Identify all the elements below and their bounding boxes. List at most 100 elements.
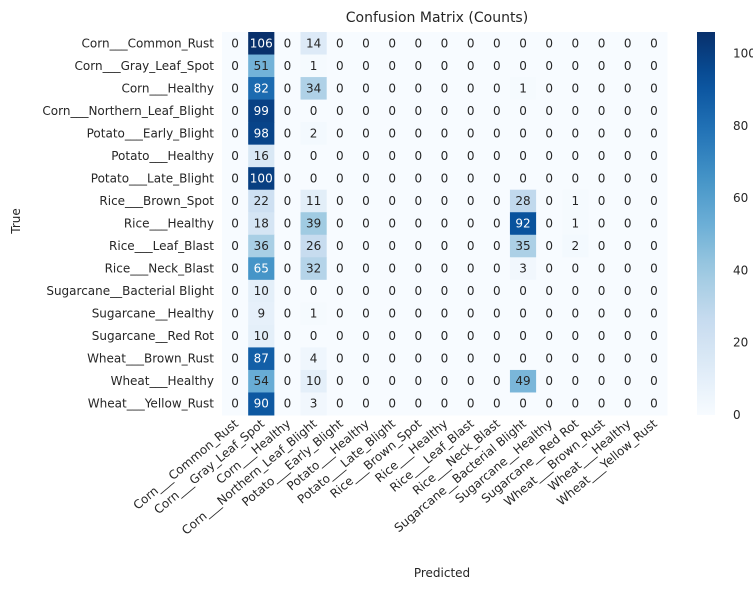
cell-value-label: 0 [493, 171, 501, 185]
heatmap-cell [431, 122, 459, 146]
cell-value-label: 0 [388, 374, 396, 388]
cell-value-label: 0 [624, 59, 632, 73]
heatmap-cell [248, 369, 275, 393]
cell-value-label: 0 [231, 374, 239, 388]
cell-value-label: 0 [493, 284, 501, 298]
heatmap-cell [483, 392, 511, 416]
heatmap-cell [588, 279, 616, 303]
heatmap-cell [457, 122, 485, 146]
cell-value-label: 1 [310, 59, 318, 73]
cell-value-label: 0 [388, 104, 396, 118]
y-tick-label: Rice___Healthy [124, 217, 214, 231]
y-tick-labels: Corn___Common_Rust Corn___Gray_Leaf_Spot C… [42, 36, 214, 410]
heatmap-cell [483, 189, 511, 213]
cell-value-label: 0 [310, 284, 318, 298]
heatmap-cell [431, 234, 459, 258]
heatmap-cell [640, 144, 668, 168]
cell-value-label: 0 [545, 217, 553, 231]
heatmap-cell [405, 392, 432, 416]
heatmap-cell [536, 77, 563, 101]
cell-value-label: 0 [467, 194, 475, 208]
heatmap-cell [379, 324, 406, 348]
heatmap-cell [509, 122, 537, 146]
cell-value-label: 0 [467, 329, 475, 343]
cell-value-label: 0 [493, 217, 501, 231]
heatmap-cell [326, 212, 354, 236]
heatmap-cell [562, 302, 589, 326]
cell-value-label: 0 [519, 307, 527, 321]
cell-value-label: 10 [254, 329, 269, 343]
heatmap-cell [640, 392, 668, 416]
heatmap-cell [431, 54, 459, 78]
heatmap-cell [248, 324, 275, 348]
cell-value-label: 0 [388, 307, 396, 321]
heatmap-cell [326, 77, 354, 101]
heatmap-cell [431, 302, 459, 326]
heatmap-cell [614, 212, 642, 236]
cell-value-label: 0 [415, 36, 423, 50]
cell-value-label: 0 [572, 352, 580, 366]
heatmap-cell [222, 347, 249, 371]
cell-value-label: 0 [572, 126, 580, 140]
heatmap-cell [588, 302, 616, 326]
heatmap-cell [614, 257, 642, 281]
cell-value-label: 0 [598, 397, 606, 411]
heatmap-cell [457, 324, 485, 348]
cell-value-label: 0 [231, 194, 239, 208]
cell-value-label: 16 [254, 149, 269, 163]
cell-value-label: 0 [362, 194, 370, 208]
heatmap-cell [405, 77, 432, 101]
heatmap-cell [274, 347, 302, 371]
cell-value-label: 0 [624, 307, 632, 321]
heatmap-cell [326, 144, 354, 168]
heatmap-cell [614, 392, 642, 416]
cell-value-label: 0 [493, 397, 501, 411]
heatmap-cell [457, 257, 485, 281]
cell-value-label: 0 [545, 59, 553, 73]
heatmap-cell [379, 234, 406, 258]
cell-value-label: 0 [467, 284, 475, 298]
cell-value-label: 0 [545, 36, 553, 50]
cell-value-label: 18 [254, 217, 269, 231]
cell-value-label: 0 [231, 217, 239, 231]
heatmap-cell [562, 347, 589, 371]
heatmap-cell [248, 189, 275, 213]
heatmap-cell [222, 144, 249, 168]
heatmap-cell [405, 144, 432, 168]
cell-value-label: 0 [362, 104, 370, 118]
cell-value-label: 0 [493, 374, 501, 388]
cell-value-label: 0 [467, 171, 475, 185]
heatmap-cell [536, 54, 563, 78]
cell-value-label: 0 [362, 329, 370, 343]
heatmap-cell [562, 122, 589, 146]
cell-value-label: 0 [467, 262, 475, 276]
cell-value-label: 0 [598, 149, 606, 163]
heatmap-cell [222, 99, 249, 123]
cell-value-label: 0 [441, 194, 449, 208]
cell-value-label: 0 [545, 307, 553, 321]
heatmap-cell [300, 392, 328, 416]
heatmap-cell [588, 77, 616, 101]
heatmap-cell [536, 324, 563, 348]
cell-value-label: 0 [545, 284, 553, 298]
cell-value-label: 0 [362, 374, 370, 388]
heatmap-cell [640, 32, 668, 56]
heatmap-cell [379, 369, 406, 393]
heatmap-cell [405, 167, 432, 191]
cell-value-label: 0 [231, 307, 239, 321]
cell-value-label: 0 [362, 262, 370, 276]
cell-value-label: 0 [415, 239, 423, 253]
heatmap-cell [274, 167, 302, 191]
cell-value-label: 0 [415, 217, 423, 231]
y-tick-label: Potato___Late_Blight [91, 171, 215, 185]
chart-title: Confusion Matrix (Counts) [346, 10, 528, 26]
cell-value-label: 35 [515, 239, 530, 253]
heatmap-cell [536, 302, 563, 326]
cell-value-label: 0 [388, 352, 396, 366]
heatmap-cell [431, 32, 459, 56]
heatmap-cell [222, 279, 249, 303]
cell-value-label: 11 [306, 194, 321, 208]
y-tick-label: Rice___Neck_Blast [105, 262, 215, 276]
cell-value-label: 0 [624, 262, 632, 276]
heatmap-cell [300, 77, 328, 101]
